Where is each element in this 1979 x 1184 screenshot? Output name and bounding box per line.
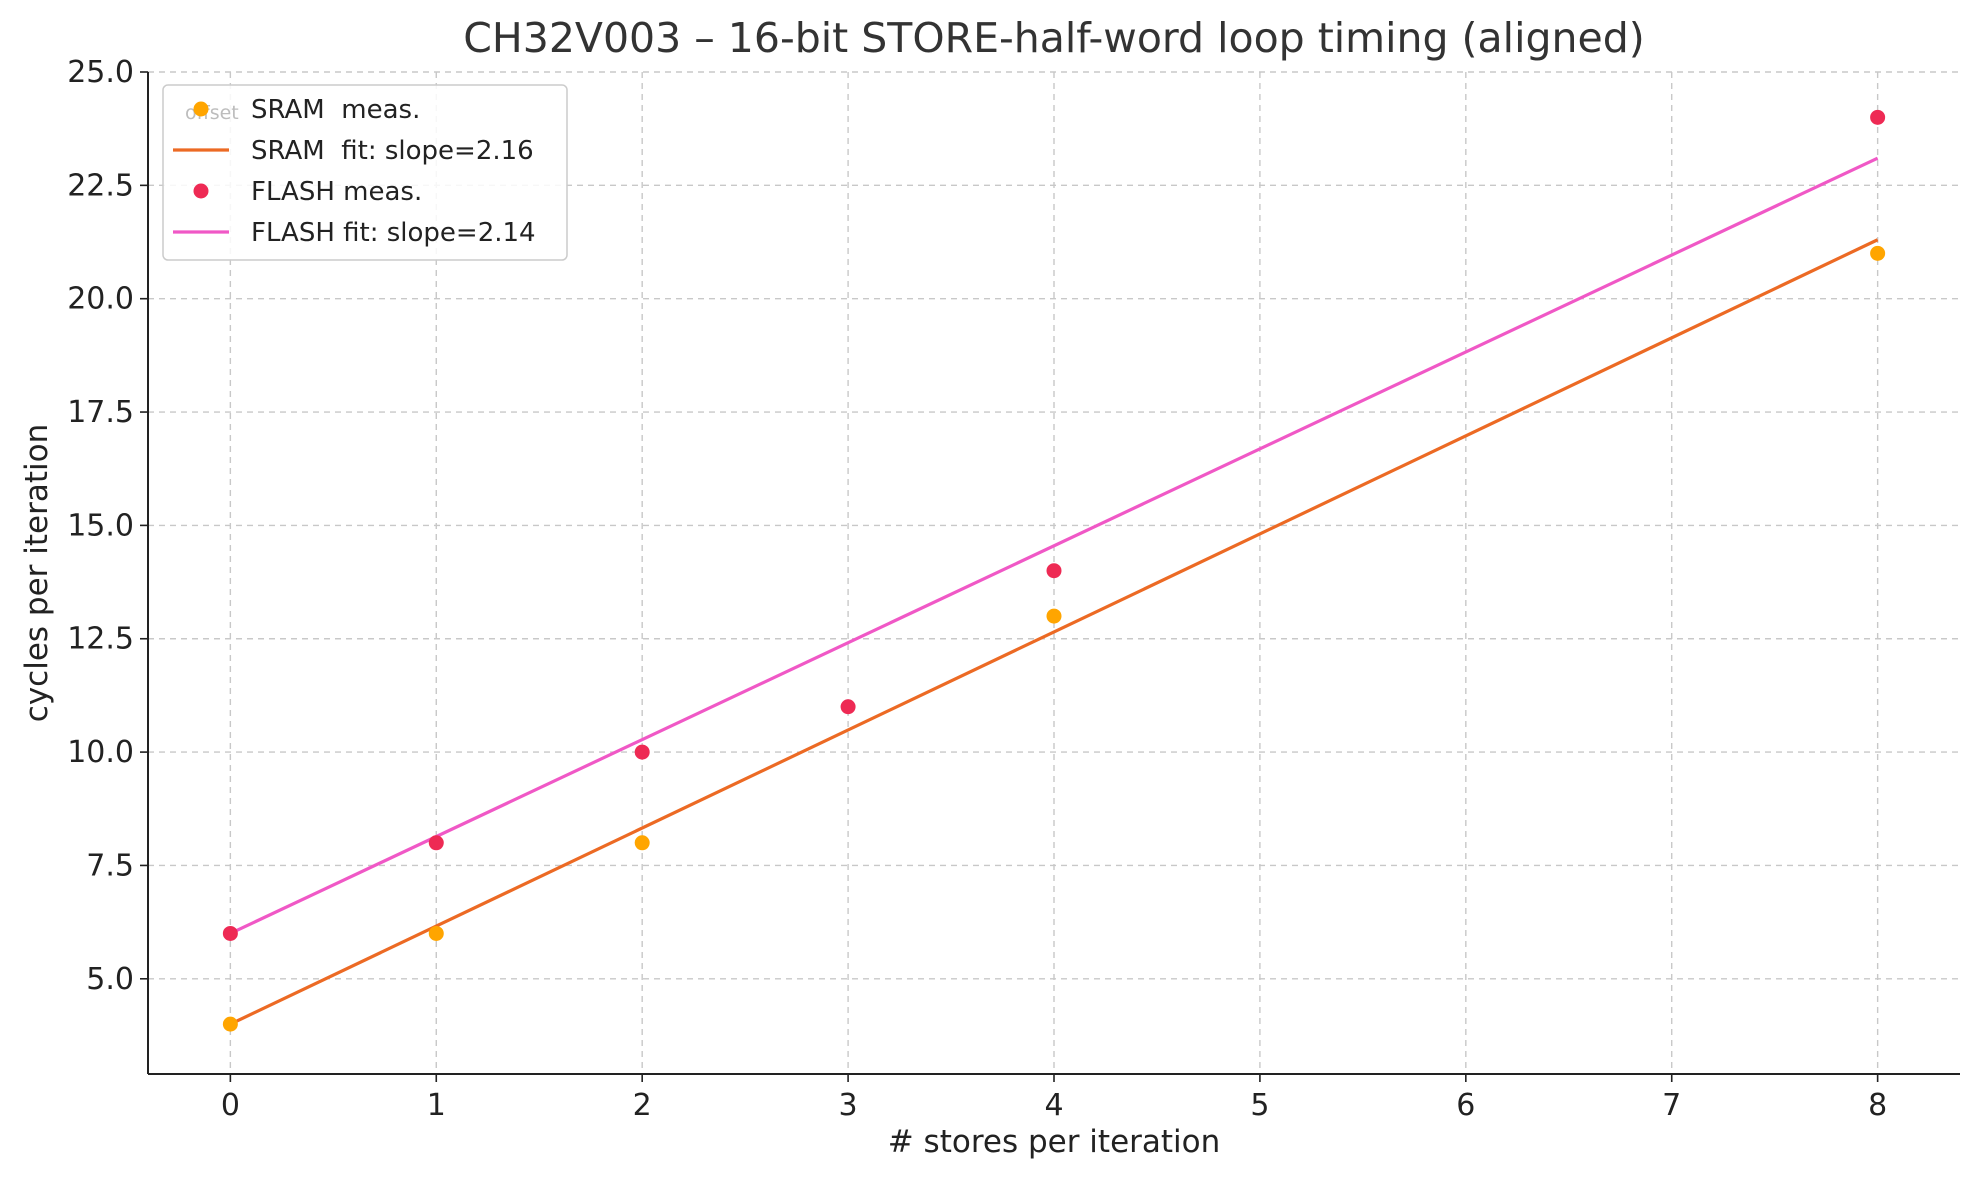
legend-label-sram-meas: SRAM meas. (251, 95, 420, 125)
sram-meas-point (634, 835, 650, 851)
x-tick-label: 2 (633, 1088, 652, 1123)
y-tick-label: 10.0 (67, 735, 134, 770)
y-axis-label: cycles per iteration (19, 424, 55, 722)
legend-label-sram-fit-fit: SRAM fit: slope=2.16 (251, 136, 534, 166)
legend: offset SRAM meas. SRAM fit: slope=2.16 FLAS… (162, 84, 568, 261)
flash-meas-point (1046, 563, 1062, 579)
axes: 0 1 2 3 4 5 6 7 8 5.0 7.5 10.0 12.5 15.0 17.5 20.0 22.5 2… (67, 55, 1960, 1123)
x-tick-label: 5 (1250, 1088, 1269, 1123)
y-tick-label: 5.0 (86, 962, 134, 997)
chart-title: CH32V003 – 16-bit STORE-half-word loop t… (463, 14, 1644, 62)
y-tick-label: 7.5 (86, 848, 134, 883)
x-tick-label: 4 (1044, 1088, 1063, 1123)
sram-meas-point (1046, 608, 1062, 624)
sram-meas-point (1870, 245, 1886, 261)
y-tick-label: 22.5 (67, 168, 134, 203)
x-tick-label: 7 (1662, 1088, 1681, 1123)
x-tick-label: 8 (1868, 1088, 1887, 1123)
legend-marker-flash-meas (193, 183, 209, 199)
plot-area (222, 109, 1886, 1032)
flash-meas-point (1870, 109, 1886, 125)
flash-meas-point (840, 699, 856, 715)
y-tick-label: 17.5 (67, 395, 134, 430)
sram-meas-point (222, 1016, 238, 1032)
x-axis-label: # stores per iteration (888, 1124, 1221, 1160)
flash-meas-point (634, 744, 650, 760)
legend-faded-text: offset (185, 102, 239, 124)
flash-meas-point (428, 835, 444, 851)
sram-meas-point (428, 925, 444, 941)
legend-marker-sram-meas (193, 101, 209, 117)
x-tick-label: 3 (839, 1088, 858, 1123)
flash-fit-fit-line (229, 156, 1879, 935)
x-tick-label: 0 (221, 1088, 240, 1123)
legend-box (162, 84, 568, 261)
y-tick-label: 25.0 (67, 55, 134, 90)
x-tick-label: 1 (427, 1088, 446, 1123)
y-tick-label: 15.0 (67, 508, 134, 543)
grid (148, 71, 1960, 1074)
legend-label-flash-meas: FLASH meas. (251, 177, 422, 207)
legend-label-flash-fit-fit: FLASH fit: slope=2.14 (251, 218, 536, 248)
x-tick-label: 6 (1456, 1088, 1475, 1123)
y-tick-label: 12.5 (67, 622, 134, 657)
flash-meas-point (222, 925, 238, 941)
sram-fit-fit-line (229, 238, 1879, 1026)
y-tick-label: 20.0 (67, 282, 134, 317)
